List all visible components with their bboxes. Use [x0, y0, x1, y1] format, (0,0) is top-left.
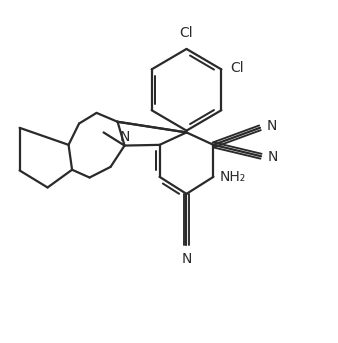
Text: N: N — [181, 252, 192, 266]
Text: N: N — [267, 150, 278, 164]
Text: NH₂: NH₂ — [220, 170, 246, 184]
Text: N: N — [119, 130, 130, 144]
Text: N: N — [266, 119, 277, 133]
Text: Cl: Cl — [230, 61, 244, 75]
Text: Cl: Cl — [180, 26, 193, 40]
